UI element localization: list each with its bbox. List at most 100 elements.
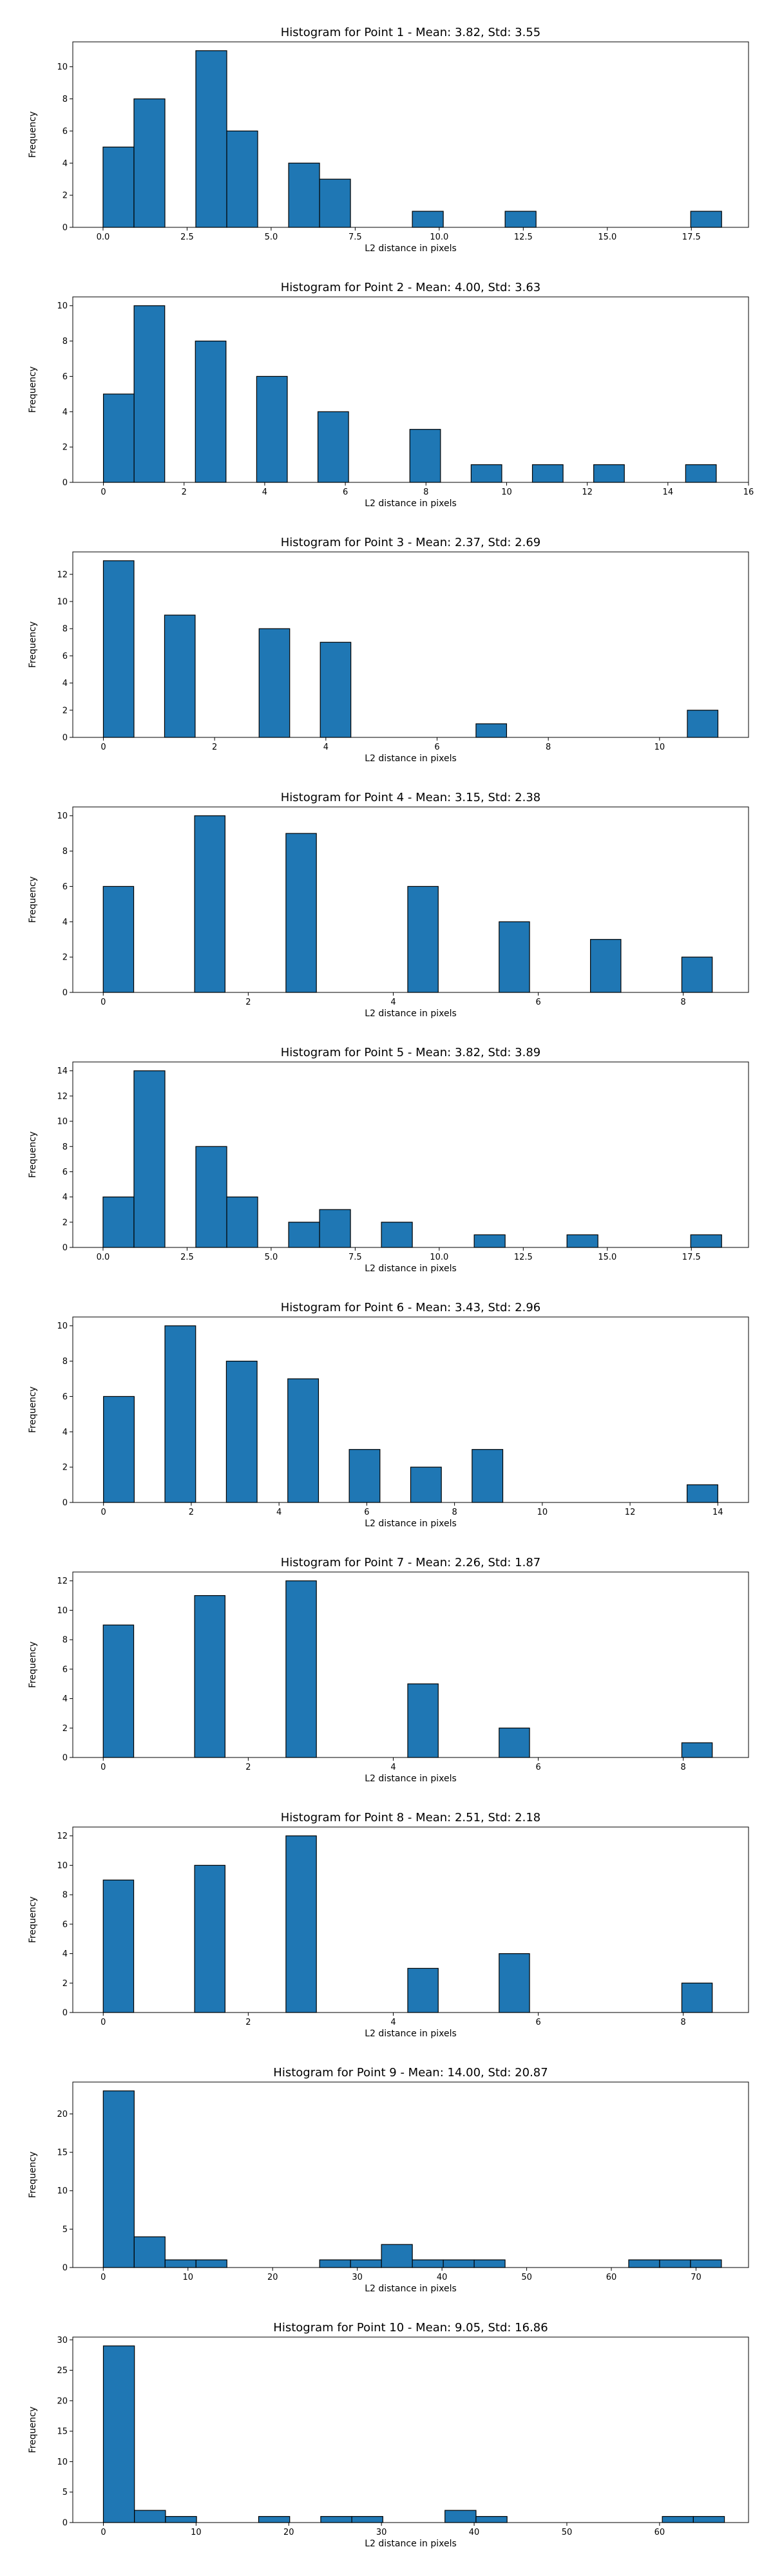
histogram-bar [531, 464, 564, 483]
axes-frame [72, 806, 749, 993]
x-tick-label: 7.5 [348, 1253, 362, 1262]
chart-title: Histogram for Point 2 - Mean: 4.00, Std:… [281, 281, 541, 294]
x-tick-label: 0 [100, 488, 106, 497]
x-tick-label: 12 [582, 488, 593, 497]
histogram-bar [226, 130, 258, 228]
x-tick-label: 4 [276, 1508, 282, 1517]
histogram-bar [285, 1580, 317, 1758]
histogram-bar [410, 1466, 442, 1503]
x-tick-label: 6 [343, 488, 348, 497]
axes-frame [72, 1061, 749, 1248]
histogram-bar [444, 2510, 477, 2523]
x-tick-label: 10 [191, 2528, 202, 2537]
y-tick-label: 8 [62, 1636, 68, 1645]
x-tick-label: 6 [364, 1508, 369, 1517]
y-tick-label: 25 [57, 2366, 68, 2376]
y-axis-label: Frequency [28, 1387, 38, 1433]
histogram-bar [319, 1209, 351, 1248]
x-tick-label: 30 [352, 2273, 363, 2282]
histogram-bar [164, 1325, 196, 1503]
x-tick-label: 30 [376, 2528, 387, 2537]
histogram-bar [285, 1835, 317, 2013]
x-tick-label: 12.5 [514, 1253, 533, 1262]
y-tick-label: 0 [62, 1244, 68, 1253]
x-tick-label: 4 [323, 743, 329, 752]
histogram-bar [102, 2090, 135, 2268]
y-tick-label: 10 [57, 2458, 68, 2467]
y-axis-label: Frequency [28, 366, 38, 413]
x-axis-label: L2 distance in pixels [365, 753, 457, 764]
histogram-bar [412, 211, 444, 228]
y-tick-label: 2 [62, 953, 68, 963]
y-axis-label: Frequency [28, 1897, 38, 1943]
x-tick-label: 2 [189, 1508, 194, 1517]
y-tick-label: 12 [57, 1832, 68, 1841]
histogram-svg-7: Histogram for Point 7 - Mean: 2.26, Std:… [28, 1556, 749, 1784]
histogram-bar [628, 2259, 660, 2268]
histogram-chart-10: Histogram for Point 10 - Mean: 9.05, Std… [0, 2295, 773, 2550]
y-tick-label: 15 [57, 2148, 68, 2158]
x-tick-label: 8 [546, 743, 551, 752]
histogram-bar [381, 1222, 413, 1248]
chart-title: Histogram for Point 1 - Mean: 3.82, Std:… [281, 26, 541, 39]
y-tick-label: 20 [57, 2396, 68, 2406]
x-axis-label: L2 distance in pixels [365, 1519, 457, 1529]
histogram-bar [566, 1234, 598, 1248]
histogram-bar [499, 921, 530, 993]
y-axis-label: Frequency [28, 876, 38, 923]
histogram-bar [590, 939, 622, 993]
x-tick-label: 20 [267, 2273, 278, 2282]
x-tick-label: 0 [100, 743, 106, 752]
x-tick-label: 0 [101, 1508, 106, 1517]
histogram-bar [165, 2515, 197, 2523]
histogram-chart-3: Histogram for Point 3 - Mean: 2.37, Std:… [0, 510, 773, 765]
histogram-bar [102, 1197, 135, 1248]
x-tick-label: 6 [535, 1763, 540, 1772]
histogram-bar [288, 162, 320, 228]
y-tick-label: 2 [62, 1218, 68, 1227]
histogram-bar [381, 2244, 413, 2268]
histogram-bar [164, 614, 196, 738]
histogram-bar [499, 1727, 530, 1758]
x-tick-label: 0 [100, 2528, 106, 2537]
y-tick-label: 10 [57, 2186, 68, 2196]
x-tick-label: 8 [681, 998, 686, 1007]
x-tick-label: 8 [681, 1763, 686, 1772]
y-axis-label: Frequency [28, 2407, 38, 2453]
histogram-svg-6: Histogram for Point 6 - Mean: 3.43, Std:… [28, 1301, 749, 1529]
histogram-bar [194, 1864, 225, 2013]
histogram-chart-8: Histogram for Point 8 - Mean: 2.51, Std:… [0, 1785, 773, 2040]
chart-title: Histogram for Point 4 - Mean: 3.15, Std:… [281, 791, 541, 804]
histogram-bar [407, 1683, 439, 1758]
y-tick-label: 5 [62, 2225, 68, 2235]
histogram-bar [319, 178, 351, 228]
histogram-svg-9: Histogram for Point 9 - Mean: 14.00, Std… [28, 2066, 749, 2294]
x-tick-label: 40 [469, 2528, 480, 2537]
y-tick-label: 5 [62, 2488, 68, 2497]
histogram-chart-5: Histogram for Point 5 - Mean: 3.82, Std:… [0, 1020, 773, 1275]
histogram-bar [320, 641, 352, 738]
chart-title: Histogram for Point 10 - Mean: 9.05, Std… [273, 2321, 548, 2334]
x-tick-label: 0.0 [97, 232, 110, 242]
x-axis-label: L2 distance in pixels [365, 498, 457, 509]
histogram-bar [412, 2259, 444, 2268]
y-axis-label: Frequency [28, 1642, 38, 1688]
y-tick-label: 2 [62, 1724, 68, 1734]
axes-frame [72, 2336, 749, 2523]
x-tick-label: 10 [501, 488, 512, 497]
y-tick-label: 8 [62, 847, 68, 857]
x-axis-label: L2 distance in pixels [365, 1009, 457, 1019]
y-tick-label: 8 [62, 337, 68, 346]
y-tick-label: 8 [62, 1142, 68, 1152]
axes-frame [72, 551, 749, 738]
y-tick-label: 0 [62, 1754, 68, 1763]
chart-title: Histogram for Point 5 - Mean: 3.82, Std:… [281, 1046, 541, 1059]
histogram-chart-4: Histogram for Point 4 - Mean: 3.15, Std:… [0, 765, 773, 1020]
x-tick-label: 2.5 [180, 1253, 194, 1262]
axes-frame [72, 2081, 749, 2268]
histogram-bar [473, 2259, 506, 2268]
y-tick-label: 2 [62, 1463, 68, 1473]
y-axis-label: Frequency [28, 621, 38, 668]
histogram-bar [351, 2515, 383, 2523]
histogram-bar [102, 560, 135, 738]
